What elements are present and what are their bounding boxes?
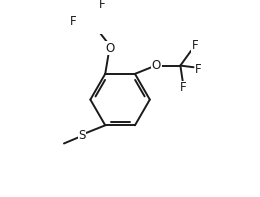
Text: O: O [106,42,115,55]
Text: S: S [79,129,86,142]
Text: F: F [99,0,105,11]
Text: O: O [152,59,161,72]
Text: F: F [195,63,202,76]
Text: F: F [180,81,187,94]
Text: F: F [70,15,76,28]
Text: F: F [192,39,199,52]
